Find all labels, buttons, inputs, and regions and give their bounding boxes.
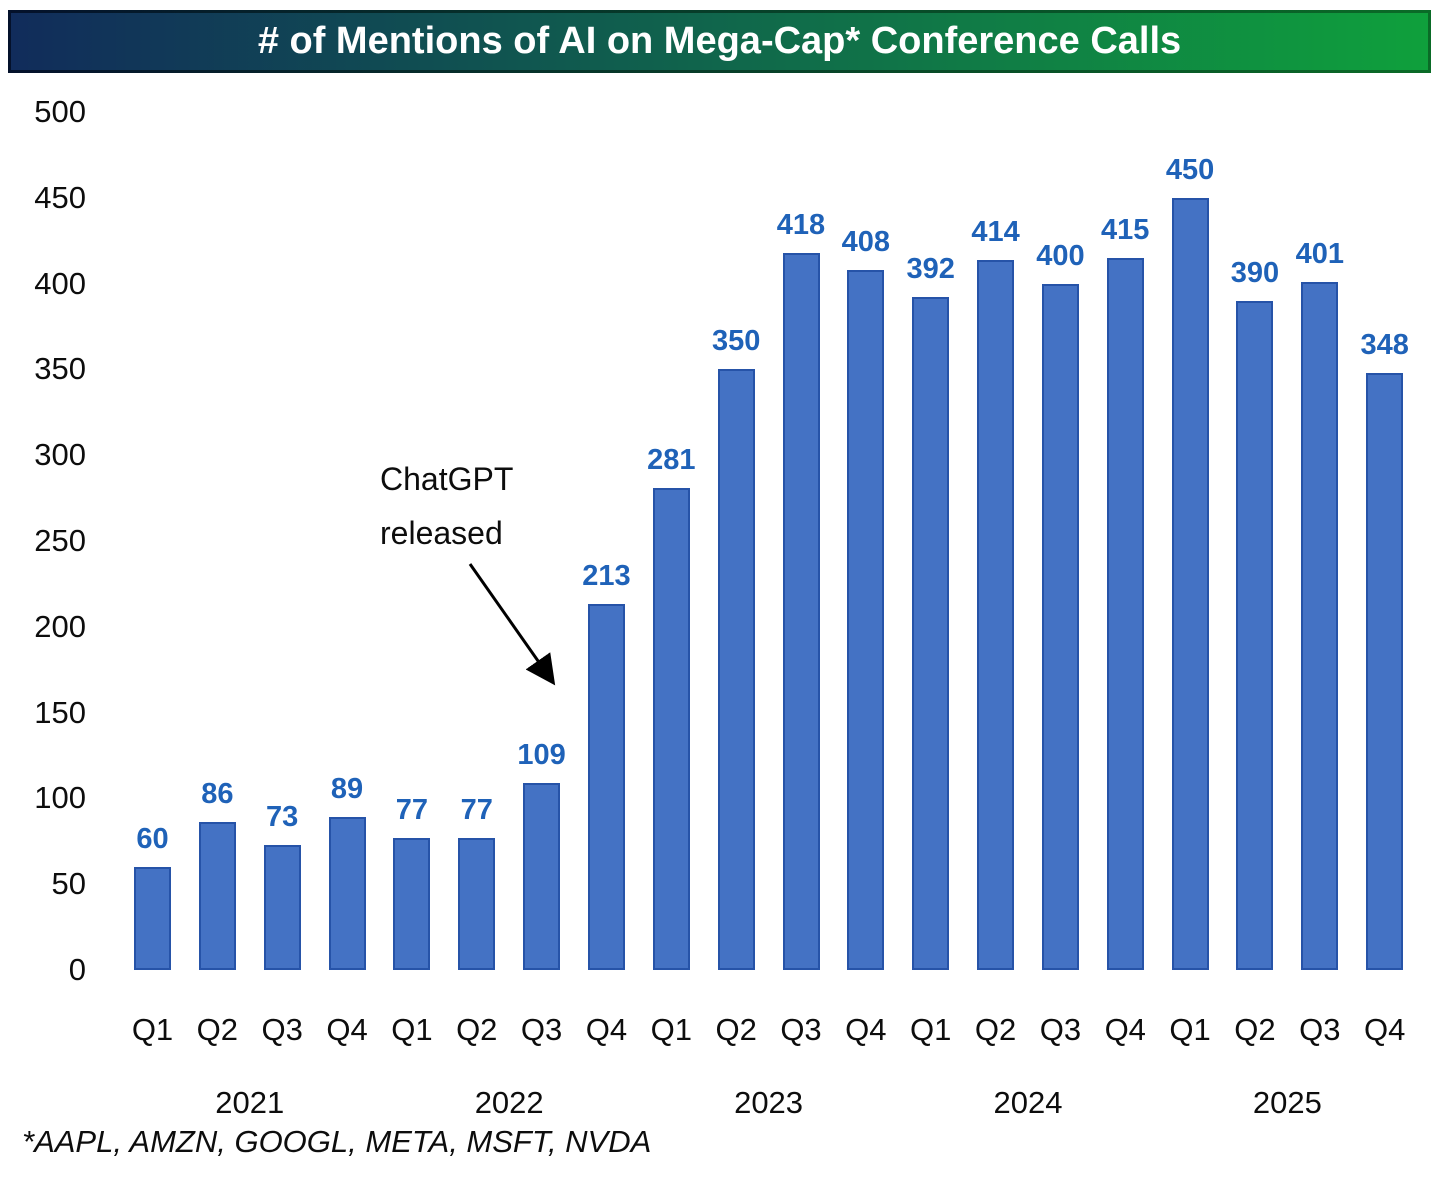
x-axis-quarter-label-2021-Q4: Q4 (326, 1012, 368, 1047)
bar-2023-Q1 (652, 488, 690, 970)
bar-2023-Q2 (717, 369, 755, 970)
x-axis-quarter-label-2022-Q2: Q2 (456, 1012, 498, 1047)
x-axis-quarter-label-2024-Q3: Q3 (1039, 1012, 1082, 1047)
x-axis-quarter-label-2025-Q3: Q3 (1299, 1012, 1341, 1047)
bar-2023-Q3 (782, 253, 820, 970)
y-axis-tick-100: 100 (34, 780, 86, 816)
bar-value-label-2022-Q1: 77 (395, 794, 429, 826)
y-axis-tick-300: 300 (34, 437, 86, 473)
bar-2025-Q2 (1236, 301, 1274, 970)
bar-value-label-2025-Q1: 450 (1165, 154, 1215, 186)
bar-value-label-2021-Q1: 60 (136, 823, 169, 855)
x-axis-year-label-2021: 2021 (215, 1085, 285, 1120)
bar-value-label-2025-Q4: 348 (1360, 329, 1409, 361)
y-axis-tick-350: 350 (34, 351, 86, 387)
bar-value-label-2022-Q3: 109 (517, 739, 566, 771)
bar-2024-Q3 (1041, 284, 1079, 970)
bar-2023-Q4 (847, 270, 885, 970)
footnote: *AAPL, AMZN, GOOGL, META, MSFT, NVDA (22, 1124, 652, 1159)
x-axis-quarter-label-2023-Q4: Q4 (845, 1012, 887, 1047)
bar-2024-Q1 (912, 297, 950, 970)
x-axis-quarter-label-2023-Q3: Q3 (780, 1012, 822, 1047)
x-axis-quarter-label-2025-Q4: Q4 (1363, 1012, 1406, 1047)
x-axis-quarter-label-2021-Q2: Q2 (196, 1012, 239, 1047)
bar-value-label-2025-Q3: 401 (1295, 238, 1344, 270)
annotation-line-1: ChatGPT (380, 461, 514, 497)
x-axis-quarter-label-2024-Q1: Q1 (910, 1012, 952, 1047)
x-axis-quarter-label-2021-Q3: Q3 (261, 1012, 303, 1047)
annotation-line-2: released (380, 515, 503, 551)
x-axis-quarter-label-2022-Q1: Q1 (391, 1012, 433, 1047)
y-axis-tick-250: 250 (34, 523, 86, 558)
bar-2021-Q4 (328, 817, 366, 970)
y-axis-tick-450: 450 (34, 179, 86, 215)
bar-2025-Q3 (1301, 282, 1339, 970)
bar-value-label-2023-Q4: 408 (841, 226, 891, 258)
x-axis-quarter-label-2023-Q2: Q2 (715, 1012, 757, 1047)
y-axis-tick-50: 50 (51, 866, 86, 902)
bar-2022-Q3 (523, 783, 561, 970)
x-axis-quarter-label-2022-Q3: Q3 (520, 1012, 563, 1047)
y-axis-tick-150: 150 (34, 694, 86, 730)
bar-value-label-2025-Q2: 390 (1230, 257, 1280, 289)
y-axis-tick-0: 0 (68, 952, 86, 987)
y-axis-tick-200: 200 (34, 608, 86, 644)
bar-2025-Q1 (1171, 198, 1209, 970)
x-axis-year-label-2024: 2024 (993, 1085, 1063, 1120)
bar-2025-Q4 (1366, 373, 1404, 970)
x-axis-quarter-label-2024-Q2: Q2 (974, 1012, 1017, 1047)
bar-2021-Q3 (263, 845, 301, 970)
x-axis-quarter-label-2021-Q1: Q1 (131, 1012, 174, 1047)
bar-2021-Q1 (134, 867, 171, 970)
bar-2024-Q4 (1106, 258, 1144, 970)
bar-value-label-2023-Q2: 350 (711, 325, 761, 357)
bar-value-label-2024-Q3: 400 (1036, 240, 1085, 272)
y-axis-tick-500: 500 (34, 94, 86, 129)
x-axis-quarter-label-2023-Q1: Q1 (650, 1012, 692, 1047)
x-axis-year-label-2022: 2022 (474, 1085, 544, 1120)
bar-value-label-2022-Q2: 77 (460, 794, 493, 826)
bar-value-label-2024-Q4: 415 (1101, 214, 1150, 246)
bar-value-label-2021-Q4: 89 (330, 773, 364, 805)
x-axis-quarter-label-2025-Q2: Q2 (1234, 1012, 1276, 1047)
bar-value-label-2023-Q1: 281 (647, 444, 696, 476)
x-axis-quarter-label-2024-Q4: Q4 (1104, 1012, 1146, 1047)
bar-value-label-2024-Q2: 414 (971, 216, 1020, 248)
bar-2022-Q4 (587, 604, 625, 970)
chatgpt-annotation: ChatGPT released (380, 452, 513, 560)
bar-value-label-2024-Q1: 392 (906, 253, 955, 285)
bar-value-label-2021-Q2: 86 (201, 778, 234, 810)
bar-2022-Q1 (393, 838, 431, 970)
chart-title-banner: # of Mentions of AI on Mega-Cap* Confere… (8, 10, 1431, 73)
bar-2021-Q2 (198, 822, 236, 970)
x-axis-quarter-label-2022-Q4: Q4 (585, 1012, 628, 1047)
bar-value-label-2023-Q3: 418 (776, 209, 826, 241)
bar-2022-Q2 (458, 838, 496, 970)
x-axis-quarter-label-2025-Q1: Q1 (1169, 1012, 1211, 1047)
x-axis-year-label-2023: 2023 (734, 1085, 804, 1120)
bar-2024-Q2 (977, 260, 1015, 970)
chart-title: # of Mentions of AI on Mega-Cap* Confere… (257, 20, 1182, 62)
bar-value-label-2021-Q3: 73 (266, 801, 299, 833)
bar-value-label-2022-Q4: 213 (582, 560, 631, 592)
y-axis-tick-400: 400 (34, 265, 86, 301)
x-axis-year-label-2025: 2025 (1252, 1085, 1322, 1120)
